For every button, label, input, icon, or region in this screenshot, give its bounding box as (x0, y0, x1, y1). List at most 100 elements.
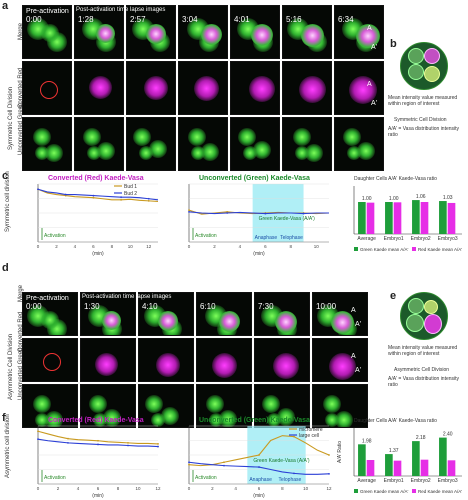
data-point (67, 437, 69, 440)
panel-b-legend-roi: Mean intensity value measured within reg… (388, 95, 458, 107)
fluorescent-signal (156, 353, 180, 377)
panel-b-legend-title: Symmetric Cell Division (394, 117, 447, 123)
daughter-label-a: A (351, 307, 356, 314)
fluorescent-signal (33, 128, 51, 146)
fluorescent-signal (161, 407, 179, 425)
panel-c-side-label: Symmetric cell division (5, 171, 11, 232)
legend-label-bud2: Bud 2 (124, 191, 137, 197)
microscopy-tile (312, 384, 368, 428)
x-tick-label: 2 (213, 244, 216, 249)
fluorescent-signal (356, 24, 380, 48)
microscopy-tile (74, 61, 124, 115)
bar-red (447, 202, 456, 234)
microscopy-tile (80, 384, 136, 428)
fluorescent-signal (293, 128, 311, 146)
data-point (188, 461, 190, 464)
time-stamp: 4:01 (234, 15, 250, 24)
data-point (264, 212, 267, 215)
y-axis-label: A/A' Ratio (337, 441, 343, 463)
category-label: Embryo2 (411, 236, 431, 242)
panel-c-bar-chart: Daughter Cells A/A' Kaede-Vasa ratio 1.00… (353, 176, 462, 252)
microscopy-tile (74, 117, 124, 171)
bar-red (366, 202, 375, 234)
bar-value-label: 2.40 (443, 432, 453, 438)
fluorescent-signal (243, 146, 257, 160)
data-point (97, 443, 99, 446)
fluorescent-signal (273, 353, 299, 379)
microscopy-tile (282, 117, 332, 171)
chart-title: Daughter Cells A/A' Kaede-Vasa ratio (354, 176, 437, 182)
daughter-label-a: A (351, 353, 356, 360)
fluorescent-signal (206, 395, 224, 413)
activation-label: Activation (44, 475, 66, 481)
fluorescent-signal (158, 311, 178, 331)
data-point (223, 464, 225, 467)
legend-swatch-red (412, 489, 416, 493)
fluorescent-signal (357, 142, 375, 160)
fluorescent-signal (305, 144, 323, 162)
fluorescent-signal (251, 24, 273, 46)
fluorescent-signal (35, 146, 49, 160)
time-stamp: 1:28 (78, 15, 94, 24)
fluorescent-signal (323, 395, 341, 413)
bar-red (447, 460, 456, 476)
fluorescent-signal (212, 353, 237, 378)
data-point (147, 199, 150, 202)
bar-green (358, 444, 366, 476)
fluorescent-signal (219, 410, 237, 427)
x-tick-label: 10 (135, 486, 141, 491)
panel-c-mid-chart: Unconverted (Green) Kaede-Vasa Anaphase Te… (188, 175, 330, 256)
chart-title: Unconverted (Green) Kaede-Vasa (199, 175, 310, 182)
bar-value-label: 1.00 (362, 196, 372, 202)
microscopy-tile: 1:30 (80, 292, 136, 336)
fluorescent-signal (262, 395, 280, 413)
bar-value-label: 1.00 (389, 196, 399, 202)
microscopy-tile: 4:10 (138, 292, 194, 336)
fluorescent-signal (219, 311, 240, 332)
microscopy-tile (282, 61, 332, 115)
microscopy-tile (138, 338, 194, 382)
activation-roi-circle (43, 353, 61, 371)
fluorescent-signal (209, 413, 223, 427)
fluorescent-signal (301, 24, 324, 47)
time-stamp: 2:57 (130, 15, 146, 24)
fluorescent-signal (343, 128, 361, 146)
bar-value-label: 1.06 (416, 194, 426, 200)
data-point (97, 439, 99, 442)
x-tick-label: 6 (92, 244, 95, 249)
x-tick-label: 8 (281, 486, 284, 491)
time-stamp: 6:10 (200, 302, 216, 311)
bar-red (393, 202, 402, 234)
fluorescent-signal (253, 141, 271, 159)
fluorescent-signal (188, 128, 206, 146)
anaphase-label: Anaphase (249, 477, 272, 483)
bar-green (412, 200, 420, 234)
data-point (258, 466, 260, 468)
data-point (188, 210, 190, 213)
panel-d-letter: d (2, 262, 9, 274)
x-tick-label: 12 (155, 486, 161, 491)
data-point (223, 461, 225, 464)
panel-e-legend-ratio: A/A' = Vasa distribution intensity ratio (388, 376, 460, 388)
daughter-label-a-prime: A' (371, 100, 378, 107)
legend-label-red: Red Kaede mean A/A' (418, 489, 462, 494)
fluorescent-signal (149, 140, 167, 158)
x-tick-label: 4 (74, 244, 77, 249)
chart-title: Converted (Red) Kaede-Vasa (48, 175, 144, 182)
microscopy-tile (22, 384, 78, 428)
data-point (188, 209, 190, 211)
microscopy-tile: 10:00 A A' (312, 292, 368, 336)
data-point (120, 196, 122, 199)
bar-green (439, 437, 447, 476)
daughter-label-a-prime: A' (355, 321, 362, 328)
activation-label: Activation (195, 233, 217, 239)
microscopy-tile (196, 338, 252, 382)
legend-label-green: Green Kaede mean A/A' (360, 489, 409, 494)
data-point (157, 443, 159, 445)
bar-red (420, 202, 429, 234)
data-point (120, 198, 122, 201)
data-point (37, 438, 39, 441)
panel-e-letter: e (390, 290, 397, 302)
x-tick-label: 2 (211, 486, 214, 491)
fluorescent-signal (267, 413, 281, 427)
